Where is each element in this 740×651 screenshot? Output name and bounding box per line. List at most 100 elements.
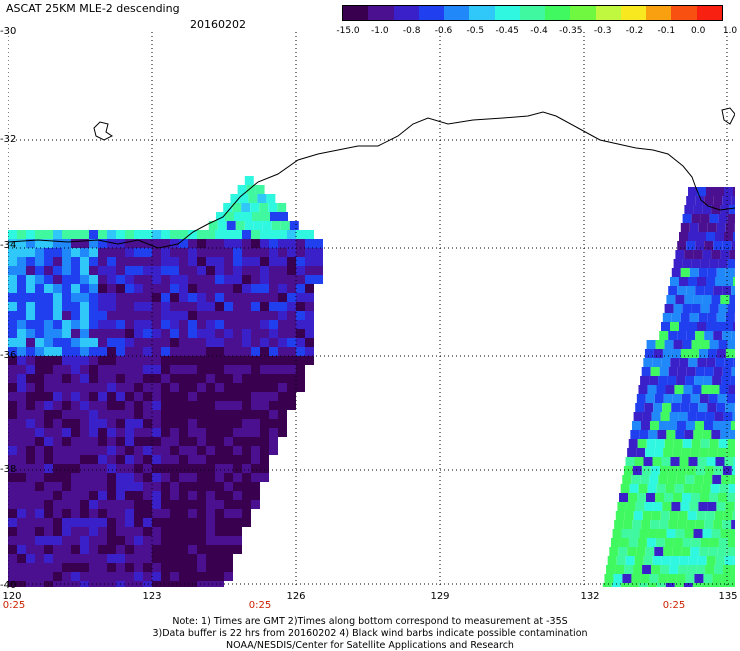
swath-cell	[728, 538, 735, 547]
swath-cell	[170, 284, 179, 293]
swath-cell	[134, 545, 143, 554]
swath-cell	[269, 302, 278, 311]
swath-cell	[296, 383, 305, 392]
swath-cell	[684, 295, 693, 304]
swath-cell	[269, 275, 278, 284]
swath-cell	[107, 455, 116, 464]
swath-cell	[647, 385, 656, 394]
swath-cell	[720, 295, 729, 304]
swath-cell	[251, 302, 260, 311]
swath-cell	[680, 502, 689, 511]
swath-cell	[674, 304, 683, 313]
swath-cell	[233, 275, 242, 284]
swath-cell	[224, 473, 233, 482]
swath-cell	[71, 572, 80, 581]
swath-cell	[8, 392, 17, 401]
swath-cell	[134, 374, 143, 383]
swath-cell	[622, 475, 631, 484]
swath-cell	[215, 572, 224, 581]
swath-cell	[143, 464, 152, 473]
swath-cell	[215, 401, 224, 410]
swath-cell	[215, 419, 224, 428]
swath-cell	[26, 491, 35, 500]
swath-cell	[242, 329, 251, 338]
swath-cell	[116, 347, 125, 356]
swath-cell	[242, 428, 251, 437]
swath-cell	[681, 268, 690, 277]
swath-cell	[125, 419, 134, 428]
swath-cell	[197, 554, 206, 563]
swath-cell	[143, 536, 152, 545]
swath-cell	[188, 500, 197, 509]
swath-cell	[44, 338, 53, 347]
swath-cell	[26, 311, 35, 320]
swath-cell	[242, 446, 251, 455]
swath-cell	[107, 446, 116, 455]
swath-cell	[700, 493, 709, 502]
swath-cell	[26, 356, 35, 365]
swath-cell	[622, 574, 631, 583]
swath-cell	[642, 466, 651, 475]
swath-cell	[260, 392, 269, 401]
swath-cell	[53, 320, 62, 329]
swath-cell	[224, 356, 233, 365]
swath-cell	[134, 491, 143, 500]
swath-cell	[651, 367, 660, 376]
swath-cell	[188, 536, 197, 545]
swath-cell	[98, 509, 107, 518]
swath-cell	[206, 455, 215, 464]
lon-label: 129	[430, 591, 449, 602]
swath-cell	[125, 248, 134, 257]
swath-cell	[713, 520, 722, 529]
swath-cell	[71, 419, 80, 428]
swath-cell	[26, 257, 35, 266]
swath-cell	[714, 565, 723, 574]
colorbar-swatch	[394, 6, 419, 20]
swath-cell	[125, 455, 134, 464]
swath-cell	[125, 365, 134, 374]
swath-cell	[206, 572, 215, 581]
swath-cell	[26, 392, 35, 401]
swath-cell	[296, 266, 305, 275]
swath-cell	[116, 509, 125, 518]
swath-cell	[715, 412, 724, 421]
swath-cell	[278, 248, 287, 257]
swath-cell	[688, 232, 697, 241]
swath-cell	[693, 295, 702, 304]
swath-cell	[260, 293, 269, 302]
colorbar-swatch	[570, 6, 595, 20]
swath-cell	[706, 358, 715, 367]
swath-cell	[134, 365, 143, 374]
swath-cell	[125, 311, 134, 320]
swath-cell	[116, 248, 125, 257]
swath-cell	[62, 329, 71, 338]
swath-cell	[233, 347, 242, 356]
swath-cell	[125, 464, 134, 473]
swath-cell	[269, 239, 278, 248]
swath-cell	[170, 419, 179, 428]
swath-cell	[143, 266, 152, 275]
swath-cell	[708, 268, 717, 277]
swath-cell	[206, 500, 215, 509]
swath-cell	[26, 266, 35, 275]
swath-cell	[179, 266, 188, 275]
swath-cell	[658, 376, 667, 385]
swath-cell	[161, 338, 170, 347]
swath-cell	[206, 329, 215, 338]
swath-cell	[152, 419, 161, 428]
swath-cell	[711, 484, 720, 493]
swath-cell	[260, 302, 269, 311]
swath-cell	[26, 347, 35, 356]
swath-cell	[251, 491, 260, 500]
swath-cell	[260, 410, 269, 419]
swath-cell	[269, 419, 278, 428]
colorbar-swatch	[671, 6, 696, 20]
swath-cell	[35, 266, 44, 275]
colorbar-swatch	[545, 6, 570, 20]
swath-cell	[53, 356, 62, 365]
swath-cell	[260, 428, 269, 437]
swath-cell	[233, 419, 242, 428]
swath-cell	[62, 428, 71, 437]
swath-cell	[107, 401, 116, 410]
swath-cell	[672, 448, 681, 457]
